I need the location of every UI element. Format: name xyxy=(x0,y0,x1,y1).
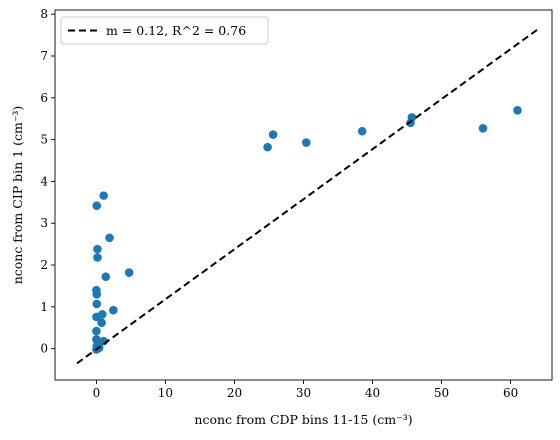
data-point xyxy=(301,138,311,147)
x-tick-label: 10 xyxy=(158,386,173,400)
y-tick-label: 7 xyxy=(40,49,48,63)
y-axis-label: nconc from CIP bin 1 (cm⁻³) xyxy=(10,106,25,285)
data-point xyxy=(99,191,108,200)
data-point xyxy=(357,126,367,136)
data-point xyxy=(93,244,102,254)
data-point xyxy=(124,268,134,277)
x-tick-label: 40 xyxy=(365,386,380,400)
data-point xyxy=(97,318,106,328)
data-point xyxy=(92,289,102,299)
data-point xyxy=(105,233,114,243)
y-tick-label: 2 xyxy=(40,258,48,272)
data-point xyxy=(92,201,102,210)
data-point xyxy=(268,130,278,139)
legend-box xyxy=(60,16,269,45)
y-axis-ticks: 0 1 2 3 4 5 6 7 8 xyxy=(40,7,55,356)
data-point xyxy=(109,305,118,315)
y-tick-label: 0 xyxy=(40,342,48,356)
fit-line xyxy=(76,26,541,365)
y-tick-label: 1 xyxy=(40,300,48,314)
y-tick-label: 3 xyxy=(40,216,48,230)
data-point xyxy=(513,106,522,115)
y-tick-label: 8 xyxy=(40,7,48,21)
data-point xyxy=(92,299,102,309)
data-point xyxy=(92,326,101,336)
y-tick-label: 6 xyxy=(40,91,48,105)
x-tick-label: 60 xyxy=(503,386,518,400)
x-axis-label: nconc from CDP bins 11-15 (cm⁻³) xyxy=(194,412,412,427)
legend: m = 0.12, R^2 = 0.76 xyxy=(60,16,269,45)
data-point xyxy=(92,312,101,322)
data-point xyxy=(93,253,102,262)
x-tick-label: 20 xyxy=(227,386,242,400)
x-axis-ticks: 0 10 20 30 40 50 60 xyxy=(93,380,518,400)
data-point xyxy=(101,272,111,282)
data-points xyxy=(92,106,522,354)
x-tick-label: 50 xyxy=(434,386,449,400)
fit-line-group xyxy=(76,26,541,365)
y-tick-label: 4 xyxy=(40,174,48,188)
legend-label: m = 0.12, R^2 = 0.76 xyxy=(106,23,246,38)
data-point xyxy=(263,142,272,152)
x-tick-label: 30 xyxy=(296,386,311,400)
y-tick-label: 5 xyxy=(40,133,48,147)
plot-area xyxy=(54,9,553,381)
x-tick-label: 0 xyxy=(93,386,101,400)
data-point xyxy=(478,124,488,133)
data-point xyxy=(407,113,417,122)
